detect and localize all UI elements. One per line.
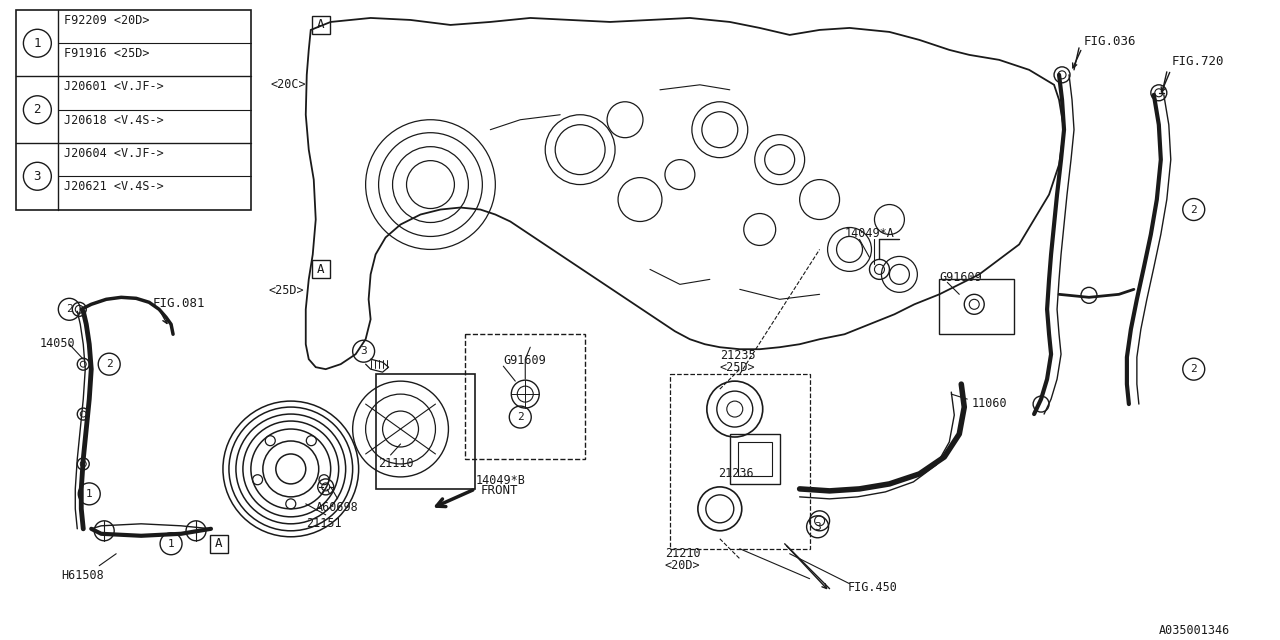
Text: A035001346: A035001346 <box>1158 623 1230 637</box>
Text: 21210: 21210 <box>664 547 700 560</box>
Text: 21235: 21235 <box>719 349 755 362</box>
Text: 2: 2 <box>517 412 524 422</box>
Text: A60698: A60698 <box>316 501 358 514</box>
Text: 14049*B: 14049*B <box>475 474 525 487</box>
Text: FIG.036: FIG.036 <box>1084 35 1137 48</box>
Text: <20C>: <20C> <box>271 78 306 91</box>
Bar <box>669 374 810 548</box>
Bar <box>17 10 251 209</box>
Text: 11060: 11060 <box>972 397 1007 410</box>
Text: 14049*A: 14049*A <box>845 227 895 241</box>
Text: 3: 3 <box>814 522 820 532</box>
Text: A: A <box>317 263 324 276</box>
Text: FRONT: FRONT <box>480 484 518 497</box>
Text: 2: 2 <box>67 304 73 314</box>
Text: 14050: 14050 <box>40 337 76 350</box>
Text: J20601 <V.JF->: J20601 <V.JF-> <box>64 81 164 93</box>
Text: FIG.081: FIG.081 <box>154 298 206 310</box>
Text: J20621 <V.4S->: J20621 <V.4S-> <box>64 180 164 193</box>
Text: J20604 <V.JF->: J20604 <V.JF-> <box>64 147 164 160</box>
Text: 3: 3 <box>360 346 367 356</box>
Bar <box>312 260 330 278</box>
Text: <25D>: <25D> <box>269 284 305 298</box>
Bar <box>375 374 475 489</box>
Text: J20618 <V.4S->: J20618 <V.4S-> <box>64 114 164 127</box>
Text: A: A <box>215 537 223 550</box>
Text: FIG.450: FIG.450 <box>847 580 897 594</box>
Text: FIG.720: FIG.720 <box>1171 55 1224 68</box>
Text: 21110: 21110 <box>379 457 415 470</box>
Text: A: A <box>317 19 324 31</box>
Text: 2: 2 <box>106 359 113 369</box>
Text: <20D>: <20D> <box>664 559 700 572</box>
Text: 2: 2 <box>1190 364 1197 374</box>
Bar <box>737 442 772 476</box>
Text: 1: 1 <box>86 489 92 499</box>
Text: 2: 2 <box>1190 205 1197 214</box>
Bar <box>312 16 330 34</box>
Bar <box>210 535 228 553</box>
Text: 1: 1 <box>168 539 174 548</box>
Text: <25D>: <25D> <box>719 361 755 374</box>
Text: H61508: H61508 <box>61 569 104 582</box>
Bar <box>940 280 1014 334</box>
Text: G91609: G91609 <box>503 354 547 367</box>
Bar <box>466 334 585 459</box>
Text: G91609: G91609 <box>940 271 982 284</box>
Text: F91916 <25D>: F91916 <25D> <box>64 47 150 60</box>
Bar <box>730 434 780 484</box>
Text: 1: 1 <box>33 36 41 50</box>
Text: F92209 <20D>: F92209 <20D> <box>64 14 150 27</box>
Text: 21236: 21236 <box>718 467 754 480</box>
Text: 3: 3 <box>33 170 41 183</box>
Text: 21151: 21151 <box>306 517 342 530</box>
Text: 2: 2 <box>33 103 41 116</box>
